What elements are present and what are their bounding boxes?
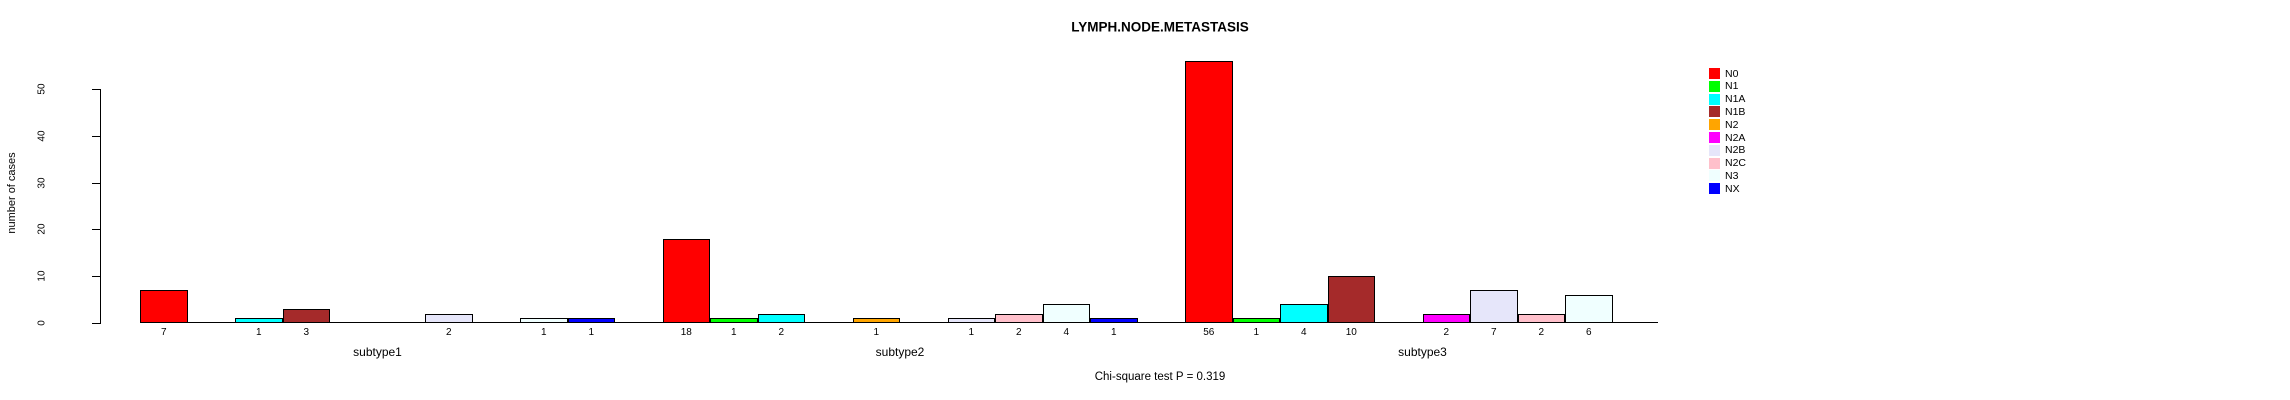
y-tick [92, 323, 100, 324]
y-tick-label: 0 [36, 320, 48, 326]
bar-subtype3-N2A [1422, 313, 1470, 323]
footer-note: Chi-square test P = 0.319 [1094, 371, 1226, 383]
bar-value-label: 2 [1015, 327, 1022, 338]
bar-subtype2-N1A [757, 313, 805, 323]
bar-value-label: 56 [1203, 327, 1215, 338]
y-tick-label: 10 [36, 270, 48, 282]
legend-swatch-N2B [1709, 144, 1720, 156]
x-group-label-subtype2: subtype2 [875, 345, 925, 359]
legend-swatch-N1A [1709, 93, 1720, 105]
y-axis-line [100, 89, 101, 324]
bar-value-label: 1 [588, 327, 595, 338]
legend-label-NX: NX [1725, 182, 1740, 195]
legend-label-N2: N2 [1725, 118, 1739, 131]
bar-value-label: 2 [1443, 327, 1450, 338]
bar-value-label: 3 [303, 327, 310, 338]
bar-subtype3-N1 [1232, 318, 1280, 323]
bar-subtype2-N2 [852, 318, 900, 323]
legend-swatch-N2A [1709, 132, 1720, 143]
bar-value-label: 1 [730, 327, 737, 338]
legend-label-N1B: N1B [1725, 105, 1746, 118]
bar-subtype1-N2B [425, 313, 473, 323]
bar-subtype2-N2C [995, 313, 1043, 323]
y-tick [92, 229, 100, 231]
bar-value-label: 10 [1345, 327, 1357, 338]
bar-value-label: 1 [1110, 327, 1117, 338]
bar-value-label: 4 [1300, 327, 1307, 338]
y-tick-label: 30 [36, 177, 48, 189]
chart-title: LYMPH.NODE.METASTASIS [1071, 19, 1249, 35]
legend-label-N3: N3 [1725, 169, 1739, 182]
bar-subtype1-N3 [520, 318, 568, 323]
legend-swatch-N0 [1709, 68, 1720, 79]
x-group-label-subtype1: subtype1 [353, 345, 402, 359]
legend-swatch-N1B [1709, 106, 1720, 118]
legend-swatch-N3 [1709, 170, 1720, 182]
y-tick [92, 135, 100, 137]
bar-subtype2-N1 [710, 318, 758, 323]
bar-subtype2-NX [1090, 318, 1138, 323]
y-tick-label: 20 [36, 223, 48, 235]
bar-value-label: 1 [1253, 327, 1260, 338]
bar-subtype2-N3 [1042, 304, 1090, 323]
y-tick [92, 276, 100, 278]
bar-value-label: 4 [1063, 327, 1070, 338]
bar-subtype1-N1A [235, 318, 283, 323]
bar-value-label: 1 [540, 327, 547, 338]
bar-subtype3-N2C [1517, 313, 1565, 323]
bar-subtype2-N0 [662, 238, 710, 323]
legend-swatch-N1 [1709, 80, 1720, 92]
bar-value-label: 2 [778, 327, 785, 338]
bar-subtype1-N0 [140, 290, 188, 323]
bar-value-label: 2 [1538, 327, 1545, 338]
x-group-label-subtype3: subtype3 [1398, 345, 1447, 359]
legend-label-N1: N1 [1725, 80, 1739, 93]
bar-subtype3-N1A [1280, 304, 1328, 323]
legend-label-N2C: N2C [1725, 157, 1747, 170]
legend-swatch-N2 [1709, 119, 1720, 131]
bar-value-label: 7 [1490, 327, 1497, 338]
bar-subtype2-N2B [947, 318, 995, 323]
bar-value-label: 2 [445, 327, 452, 338]
y-tick [92, 182, 100, 184]
bar-subtype3-N0 [1185, 60, 1233, 323]
bar-value-label: 1 [873, 327, 880, 338]
legend-label-N2B: N2B [1725, 144, 1746, 157]
bar-value-label: 7 [160, 327, 167, 338]
bar-value-label: 18 [680, 327, 692, 338]
y-tick [92, 89, 100, 90]
bar-value-label: 1 [255, 327, 262, 338]
bar-subtype3-N1B [1327, 276, 1375, 323]
bar-subtype3-N2B [1470, 290, 1518, 323]
bar-subtype1-N1B [282, 308, 330, 323]
legend-label-N2A: N2A [1725, 131, 1746, 144]
bar-subtype1-NX [567, 318, 615, 323]
y-tick-label: 40 [36, 130, 48, 142]
legend-label-N1A: N1A [1725, 93, 1746, 106]
y-tick-label: 50 [36, 83, 48, 95]
bar-subtype3-N3 [1565, 294, 1613, 323]
legend-label-N0: N0 [1725, 67, 1739, 80]
legend-swatch-N2C [1709, 157, 1720, 169]
legend-swatch-NX [1709, 183, 1720, 195]
bar-value-label: 6 [1585, 327, 1592, 338]
bar-value-label: 1 [968, 327, 975, 338]
